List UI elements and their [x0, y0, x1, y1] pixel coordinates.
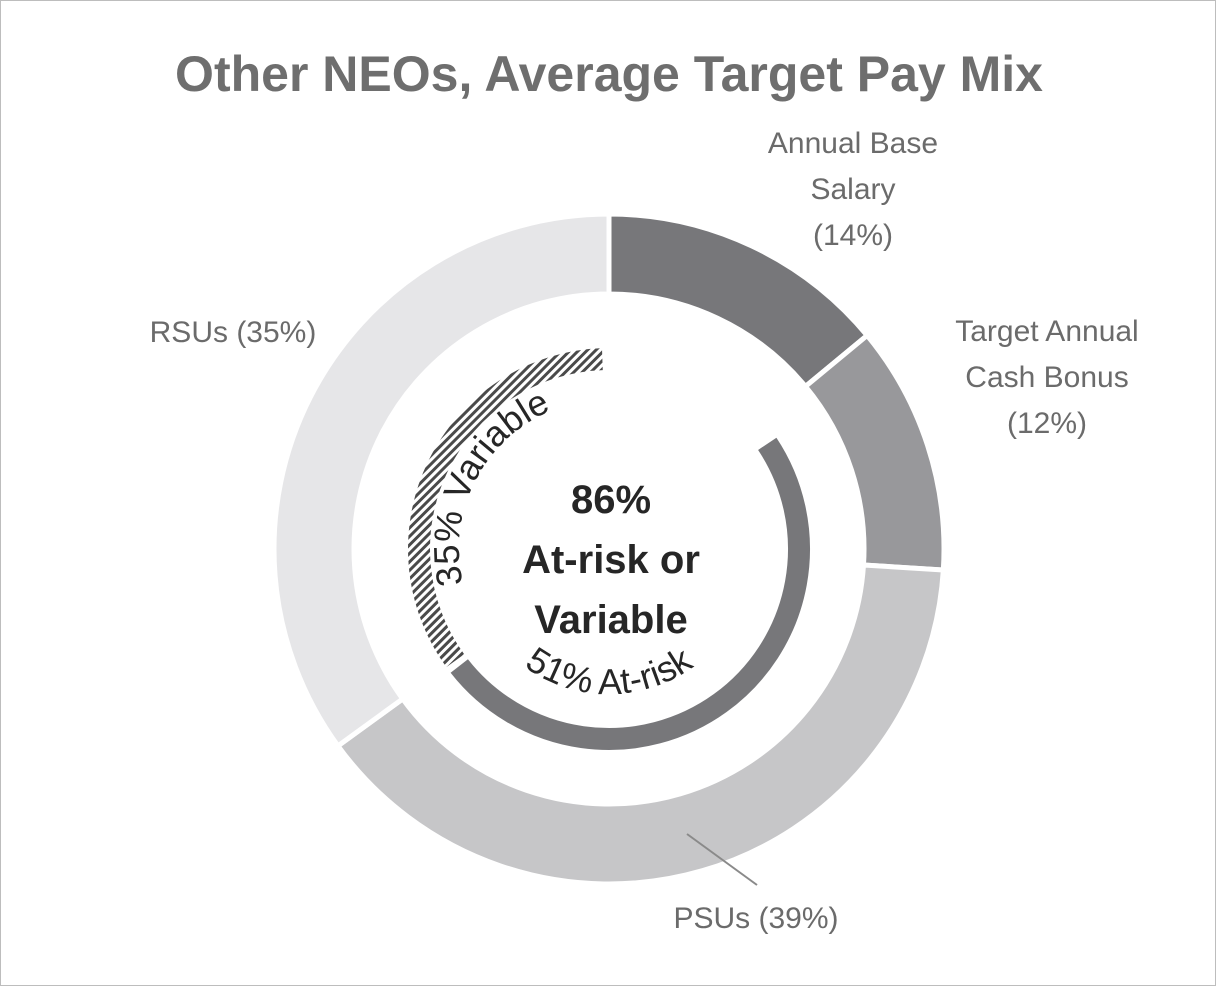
label-psus: PSUs (39%): [673, 902, 838, 935]
label-base-salary: Annual Base Salary (14%): [768, 127, 938, 252]
center-line-1: 86%: [571, 478, 651, 522]
slice-psus: [334, 562, 946, 887]
variable-arc: [408, 348, 603, 668]
slice-cash-bonus: [801, 331, 947, 573]
slice-rsus: [271, 211, 612, 750]
chart-title: Other NEOs, Average Target Pay Mix: [175, 46, 1043, 102]
label-rsus: RSUs (35%): [150, 316, 317, 349]
label-cash-bonus: Target Annual Cash Bonus (12%): [955, 315, 1138, 440]
leader-lines: [686, 833, 758, 886]
leader-line-psus: [686, 833, 758, 886]
inner-arcs: [408, 348, 810, 750]
slice-labels: Annual Base Salary (14%)Target Annual Cash …: [150, 127, 1139, 935]
outer-ring: [271, 211, 947, 887]
atrisk-arc: [450, 437, 810, 750]
atrisk-arc-label: 51% At-risk: [519, 638, 699, 702]
center-line-3: Variable: [534, 598, 687, 642]
center-line-2: At-risk or: [522, 538, 700, 582]
